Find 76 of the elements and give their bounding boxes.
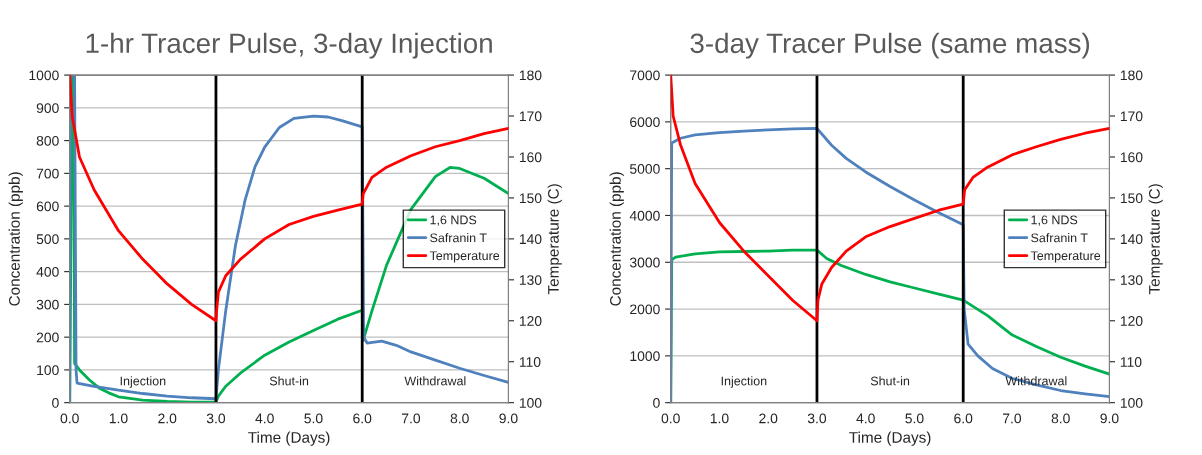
y2-tick-label: 150 xyxy=(1120,193,1143,204)
y2-tick-label: 160 xyxy=(1120,152,1143,163)
annotation: Injection xyxy=(120,376,166,388)
legend-label: Safranin T xyxy=(1031,233,1088,243)
y-tick-label: 300 xyxy=(36,299,59,310)
y2-tick-label: 180 xyxy=(519,70,542,81)
annotation: Withdrawal xyxy=(404,376,466,386)
y2-tick-label: 100 xyxy=(519,398,542,408)
y2-tick-label: 100 xyxy=(1120,398,1143,408)
x-tick-label: 4.0 xyxy=(255,413,274,424)
y-tick-label: 5000 xyxy=(629,164,660,174)
y-tick-label: 500 xyxy=(36,234,59,245)
y-tick-label: 1000 xyxy=(630,351,660,362)
y2-tick-label: 110 xyxy=(519,357,541,367)
y-tick-label: 100 xyxy=(37,365,59,376)
y2-tick-label: 150 xyxy=(519,193,542,204)
y-tick-label: 2000 xyxy=(630,304,660,315)
legend-label: Temperature xyxy=(1030,251,1101,263)
x-tick-label: 3.0 xyxy=(206,413,226,424)
y2-tick-label: 110 xyxy=(1120,357,1142,367)
y-tick-label: 400 xyxy=(36,266,59,277)
x-tick-label: 9.0 xyxy=(499,413,518,424)
legend-label: Safranin T xyxy=(430,233,487,243)
legend-label: Temperature xyxy=(429,251,500,263)
y-tick-label: 600 xyxy=(36,201,59,212)
x-tick-label: 1.0 xyxy=(710,413,729,424)
chart-title: 1-hr Tracer Pulse, 3-day Injection xyxy=(86,32,492,59)
y-tick-label: 0 xyxy=(653,398,660,408)
y2-tick-label: 130 xyxy=(1120,275,1143,285)
x-tick-label: 8.0 xyxy=(450,413,469,424)
y2-axis-title: Temperature (C) xyxy=(1148,184,1163,295)
y-tick-label: 4000 xyxy=(629,210,660,221)
y-tick-label: 1000 xyxy=(29,70,59,81)
y2-tick-label: 170 xyxy=(1120,111,1143,122)
y2-tick-label: 170 xyxy=(519,111,542,122)
y-tick-label: 0 xyxy=(52,398,59,408)
y-tick-label: 6000 xyxy=(630,117,660,128)
y2-tick-label: 180 xyxy=(1120,70,1143,81)
x-tick-label: 6.0 xyxy=(353,413,372,424)
y-tick-label: 700 xyxy=(36,168,59,179)
x-tick-label: 4.0 xyxy=(856,413,875,424)
y-tick-label: 7000 xyxy=(630,70,660,81)
y-tick-label: 900 xyxy=(36,103,59,113)
chart-title: 3-day Tracer Pulse (same mass) xyxy=(690,32,1090,59)
y2-tick-label: 130 xyxy=(519,275,542,285)
annotation: Shut-in xyxy=(870,376,910,386)
x-axis-title: Time (Days) xyxy=(248,431,330,446)
y2-tick-label: 140 xyxy=(519,234,542,245)
x-tick-label: 7.0 xyxy=(402,413,421,424)
y2-axis-title: Temperature (C) xyxy=(547,184,562,295)
x-axis-title: Time (Days) xyxy=(849,431,931,446)
x-tick-label: 7.0 xyxy=(1003,413,1022,424)
y2-tick-label: 160 xyxy=(519,152,542,163)
y2-tick-label: 120 xyxy=(519,316,542,326)
legend-label: 1,6 NDS xyxy=(430,215,477,226)
x-tick-label: 2.0 xyxy=(759,413,778,424)
y-tick-label: 3000 xyxy=(629,257,660,268)
x-tick-label: 9.0 xyxy=(1100,413,1119,424)
annotation: Injection xyxy=(721,376,767,388)
annotation: Shut-in xyxy=(269,376,309,386)
x-tick-label: 3.0 xyxy=(807,413,827,424)
x-tick-label: 1.0 xyxy=(109,413,128,424)
x-tick-label: 0.0 xyxy=(60,413,79,424)
y-axis-title: Concentration (ppb) xyxy=(609,172,624,306)
y2-tick-label: 140 xyxy=(1120,234,1143,245)
legend-label: 1,6 NDS xyxy=(1031,215,1078,226)
x-tick-label: 6.0 xyxy=(954,413,973,424)
x-tick-label: 5.0 xyxy=(905,413,924,424)
y2-tick-label: 120 xyxy=(1120,316,1143,326)
x-tick-label: 5.0 xyxy=(304,413,323,424)
y-tick-label: 200 xyxy=(36,332,59,343)
x-tick-label: 8.0 xyxy=(1051,413,1070,424)
x-tick-label: 0.0 xyxy=(661,413,680,424)
y-tick-label: 800 xyxy=(36,135,59,146)
x-tick-label: 2.0 xyxy=(158,413,177,424)
y-axis-title: Concentration (ppb) xyxy=(8,172,23,306)
